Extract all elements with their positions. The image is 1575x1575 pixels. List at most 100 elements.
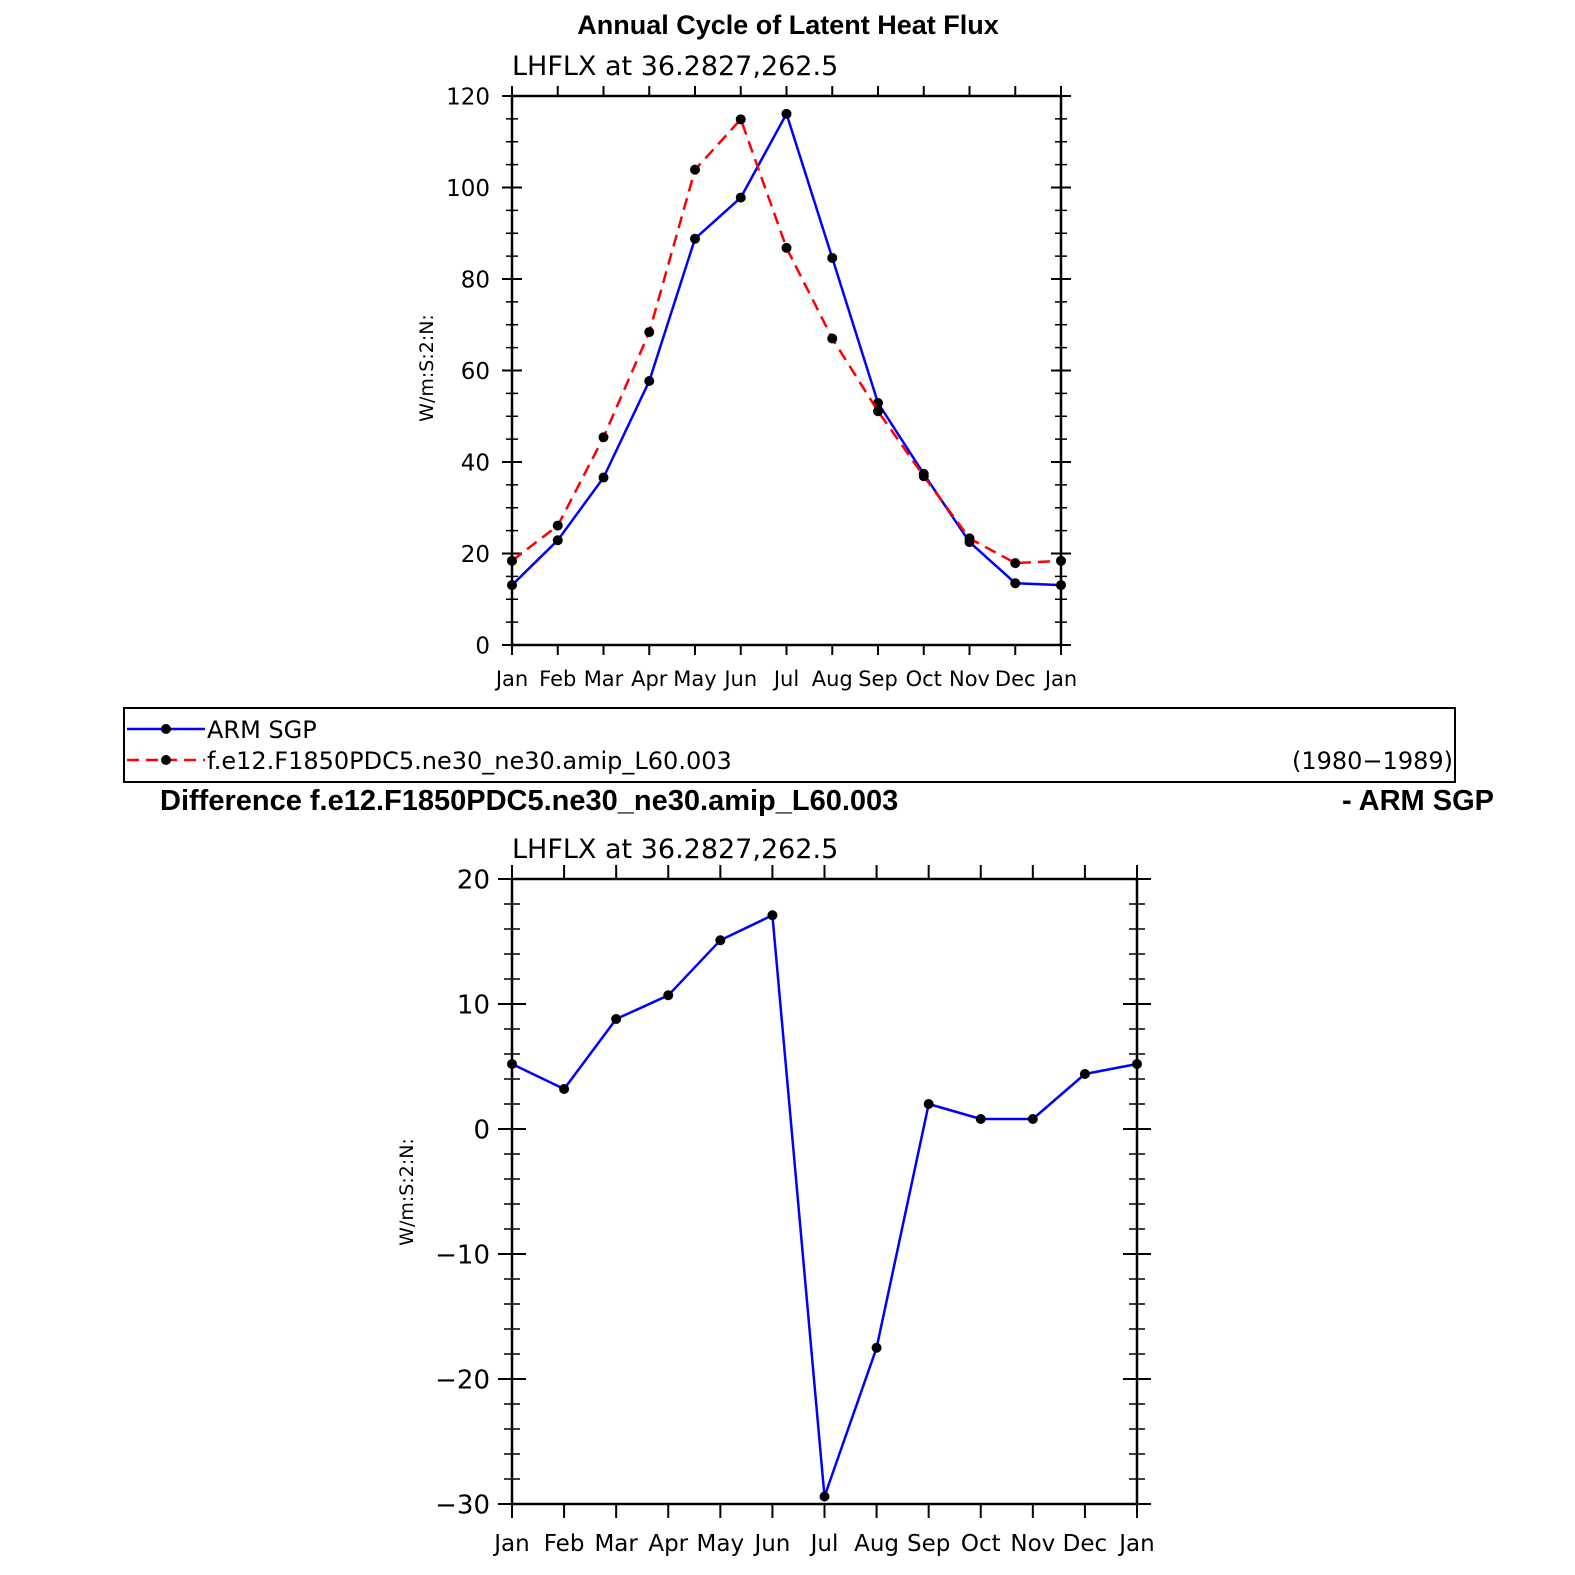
xtick-label: Jul [809, 1531, 839, 1557]
chart2-ytick-labels: −30 −20 −10 0 10 20 [435, 865, 490, 1520]
difference-title-right: - ARM SGP [1342, 785, 1494, 817]
chart1-series [507, 108, 1066, 591]
xtick-label: Jan [1117, 1531, 1154, 1557]
data-point [1079, 1069, 1090, 1079]
data-point [507, 555, 517, 566]
xtick-label: Feb [544, 1531, 585, 1557]
xtick-label: Apr [648, 1531, 688, 1557]
legend-marker-model [161, 755, 171, 765]
xtick-label: Nov [949, 667, 990, 691]
data-point [644, 327, 655, 338]
data-point [507, 580, 517, 591]
legend-label-model: f.e12.F1850PDC5.ne30_ne30.amip_L60.003 [207, 747, 732, 775]
xtick-label: Jun [752, 1531, 790, 1557]
data-point [690, 233, 700, 244]
series-line-0 [511, 112, 1062, 587]
xtick-label: Apr [631, 667, 668, 691]
data-point [598, 472, 609, 483]
data-point [507, 1059, 517, 1069]
difference-title-left: Difference f.e12.F1850PDC5.ne30_ne30.ami… [160, 785, 898, 817]
ytick-label: 0 [475, 633, 490, 659]
ytick-label: 80 [461, 267, 490, 293]
xtick-label: Mar [584, 667, 624, 691]
series-line-0 [511, 914, 1138, 1498]
data-point [552, 535, 563, 546]
xtick-label: Jan [494, 667, 528, 691]
annual-cycle-chart: LHFLX at 36.2827,262.5 W/m:S:2:N: 0 20 40 6… [416, 51, 1077, 691]
legend: ARM SGP f.e12.F1850PDC5.ne30_ne30.amip_L… [123, 707, 1456, 783]
data-point [923, 1099, 934, 1109]
chart1-plot-frame [510, 94, 1063, 647]
xtick-label: Sep [858, 667, 898, 691]
data-point [559, 1084, 570, 1094]
data-point [767, 910, 778, 921]
xtick-label: Jan [492, 1531, 529, 1557]
data-point [975, 1114, 986, 1124]
chart2-subtitle: LHFLX at 36.2827,262.5 [512, 834, 838, 865]
difference-chart: LHFLX at 36.2827,262.5 W/m:S:2:N: −30 −20… [396, 834, 1155, 1557]
legend-label-arm: ARM SGP [207, 716, 317, 744]
data-point [1010, 558, 1021, 569]
chart1-subtitle: LHFLX at 36.2827,262.5 [512, 51, 838, 82]
data-point [690, 164, 700, 175]
data-point [735, 192, 746, 203]
data-point [871, 1342, 882, 1353]
xtick-label: Jul [772, 667, 799, 691]
xtick-label: Jun [722, 667, 757, 691]
data-point [611, 1014, 622, 1024]
data-point [827, 333, 838, 344]
chart2-ylabel: W/m:S:2:N: [396, 1138, 418, 1246]
data-point [598, 432, 609, 443]
ytick-label: −10 [435, 1240, 490, 1270]
xtick-label: Jan [1043, 667, 1077, 691]
data-point [644, 376, 655, 387]
ytick-label: −30 [435, 1490, 490, 1520]
ytick-label: 120 [446, 84, 490, 110]
xtick-label: Aug [812, 667, 853, 691]
data-point [827, 252, 838, 263]
chart2-plot-frame [510, 877, 1139, 1506]
xtick-label: May [673, 667, 716, 691]
ytick-label: 40 [461, 450, 490, 476]
xtick-label: Mar [594, 1531, 638, 1557]
xtick-label: Feb [539, 667, 576, 691]
data-point [1010, 578, 1021, 589]
data-point [873, 406, 883, 417]
data-point [918, 471, 929, 482]
data-point [964, 533, 975, 544]
xtick-label: Oct [906, 667, 942, 691]
data-point [663, 990, 674, 1001]
ytick-label: 20 [461, 542, 490, 568]
data-point [1027, 1114, 1038, 1124]
data-point [781, 108, 792, 119]
legend-period: (1980−1989) [1292, 747, 1453, 775]
data-point [552, 520, 563, 531]
xtick-label: Dec [995, 667, 1036, 691]
data-point [781, 242, 792, 253]
chart2-xtick-labels: Jan Feb Mar Apr May Jun Jul Aug Sep Oct Nov Dec Jan [492, 1531, 1154, 1557]
chart2-ticks [498, 865, 1151, 1518]
xtick-label: Nov [1010, 1531, 1055, 1557]
ytick-label: 100 [446, 176, 490, 202]
ytick-label: 20 [457, 865, 490, 895]
xtick-label: Sep [907, 1531, 950, 1557]
xtick-label: May [697, 1531, 745, 1557]
xtick-label: Oct [961, 1531, 1001, 1557]
data-point [1056, 555, 1066, 566]
chart1-ylabel: W/m:S:2:N: [416, 314, 438, 422]
data-point [715, 935, 726, 946]
data-point [735, 114, 746, 125]
ytick-label: 0 [473, 1115, 490, 1145]
legend-box [123, 707, 1456, 783]
chart1-ticks [502, 86, 1071, 655]
data-point [1056, 580, 1066, 591]
ytick-label: 60 [461, 359, 490, 385]
ytick-label: 10 [457, 990, 490, 1020]
chart1-ytick-labels: 0 20 40 60 80 100 120 [446, 84, 490, 659]
ytick-label: −20 [435, 1365, 490, 1395]
data-point [1132, 1059, 1142, 1069]
main-title: Annual Cycle of Latent Heat Flux [577, 10, 999, 40]
xtick-label: Dec [1063, 1531, 1108, 1557]
data-point [819, 1491, 830, 1502]
legend-marker-arm [161, 724, 171, 734]
